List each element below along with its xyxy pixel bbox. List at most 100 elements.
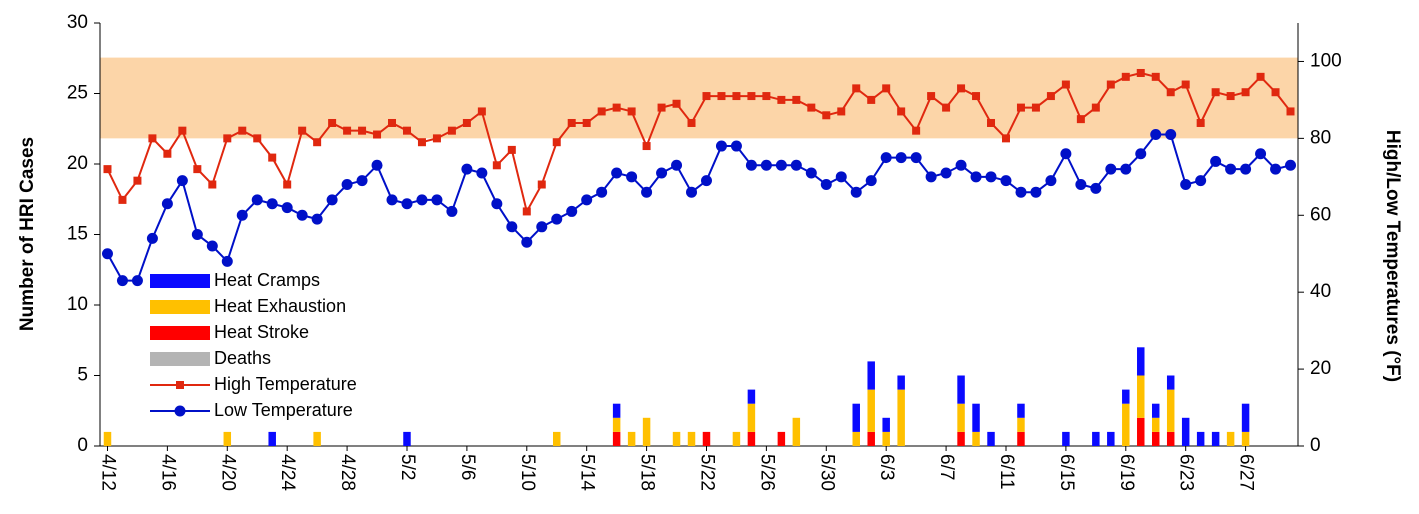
marker xyxy=(1091,103,1100,112)
legend-swatch xyxy=(150,326,210,340)
y-tick-label: 10 xyxy=(67,294,88,315)
y-tick-label: 5 xyxy=(77,365,88,386)
marker xyxy=(537,180,546,189)
marker xyxy=(101,248,113,260)
marker xyxy=(792,95,801,104)
marker xyxy=(686,186,698,198)
marker xyxy=(402,126,411,135)
legend-label: Heat Cramps xyxy=(214,270,320,290)
marker xyxy=(702,92,711,101)
marker xyxy=(717,92,726,101)
marker xyxy=(1286,107,1295,116)
bar xyxy=(867,361,875,390)
x-tick-label: 6/19 xyxy=(1116,454,1137,491)
marker xyxy=(146,232,158,244)
marker xyxy=(775,159,787,171)
marker xyxy=(296,209,308,221)
x-tick-label: 5/6 xyxy=(457,454,478,480)
bar xyxy=(687,431,696,446)
marker xyxy=(223,134,232,143)
marker xyxy=(582,118,591,127)
x-tick-label: 6/27 xyxy=(1236,454,1257,491)
marker xyxy=(1255,148,1267,160)
marker xyxy=(1016,103,1025,112)
marker xyxy=(343,126,352,135)
marker xyxy=(163,149,172,158)
marker xyxy=(388,118,397,127)
bar xyxy=(747,431,756,446)
marker xyxy=(837,107,846,116)
marker xyxy=(1241,88,1250,97)
marker xyxy=(987,118,996,127)
marker xyxy=(672,99,681,108)
x-tick-label: 5/22 xyxy=(696,454,717,491)
marker xyxy=(462,118,471,127)
marker xyxy=(1240,163,1252,175)
highlight-band xyxy=(100,57,1298,139)
bar xyxy=(792,417,801,446)
marker xyxy=(955,159,967,171)
bar xyxy=(957,403,965,432)
bar xyxy=(642,417,651,446)
marker xyxy=(1046,92,1055,101)
bar xyxy=(747,389,756,404)
bar xyxy=(403,431,411,446)
marker xyxy=(1271,88,1280,97)
marker xyxy=(281,202,293,214)
bar xyxy=(1092,431,1100,446)
marker xyxy=(715,140,727,152)
marker xyxy=(176,175,188,187)
marker xyxy=(867,95,876,104)
bar xyxy=(957,431,965,446)
marker xyxy=(1045,175,1057,187)
bar xyxy=(1107,431,1115,446)
x-tick-label: 5/2 xyxy=(397,454,418,480)
marker xyxy=(567,118,576,127)
bar xyxy=(1166,375,1175,390)
marker xyxy=(927,92,936,101)
bar xyxy=(1241,403,1250,432)
marker xyxy=(687,118,696,127)
bar xyxy=(1062,431,1070,446)
x-tick-label: 4/24 xyxy=(277,454,298,491)
x-tick-label: 5/18 xyxy=(637,454,658,491)
marker xyxy=(985,171,997,183)
marker xyxy=(521,236,533,248)
marker xyxy=(1106,80,1115,89)
marker xyxy=(507,145,516,154)
marker xyxy=(476,167,488,179)
marker xyxy=(925,171,937,183)
bar xyxy=(223,431,232,446)
marker xyxy=(492,161,501,170)
marker xyxy=(148,134,157,143)
marker xyxy=(1211,88,1220,97)
x-tick-label: 5/14 xyxy=(577,454,598,491)
marker xyxy=(762,92,771,101)
marker xyxy=(432,134,441,143)
marker xyxy=(596,186,608,198)
marker xyxy=(1151,72,1160,81)
bar xyxy=(1137,417,1145,446)
marker xyxy=(957,84,966,93)
legend-label: Heat Exhaustion xyxy=(214,296,346,316)
marker xyxy=(236,209,248,221)
bar xyxy=(747,403,756,432)
x-tick-label: 6/3 xyxy=(876,454,897,480)
marker xyxy=(373,130,382,139)
marker xyxy=(1270,163,1282,175)
bar xyxy=(1017,431,1025,446)
marker xyxy=(910,152,922,164)
bar xyxy=(268,431,276,446)
marker xyxy=(611,167,623,179)
marker xyxy=(777,95,786,104)
legend-swatch xyxy=(150,352,210,366)
marker xyxy=(880,152,892,164)
y-axis-title: Number of HRI Cases xyxy=(17,137,38,331)
bar xyxy=(672,431,681,446)
marker xyxy=(131,275,143,287)
marker xyxy=(268,153,277,162)
y-tick-label: 25 xyxy=(67,83,88,104)
bar xyxy=(1166,431,1175,446)
marker xyxy=(238,126,247,135)
